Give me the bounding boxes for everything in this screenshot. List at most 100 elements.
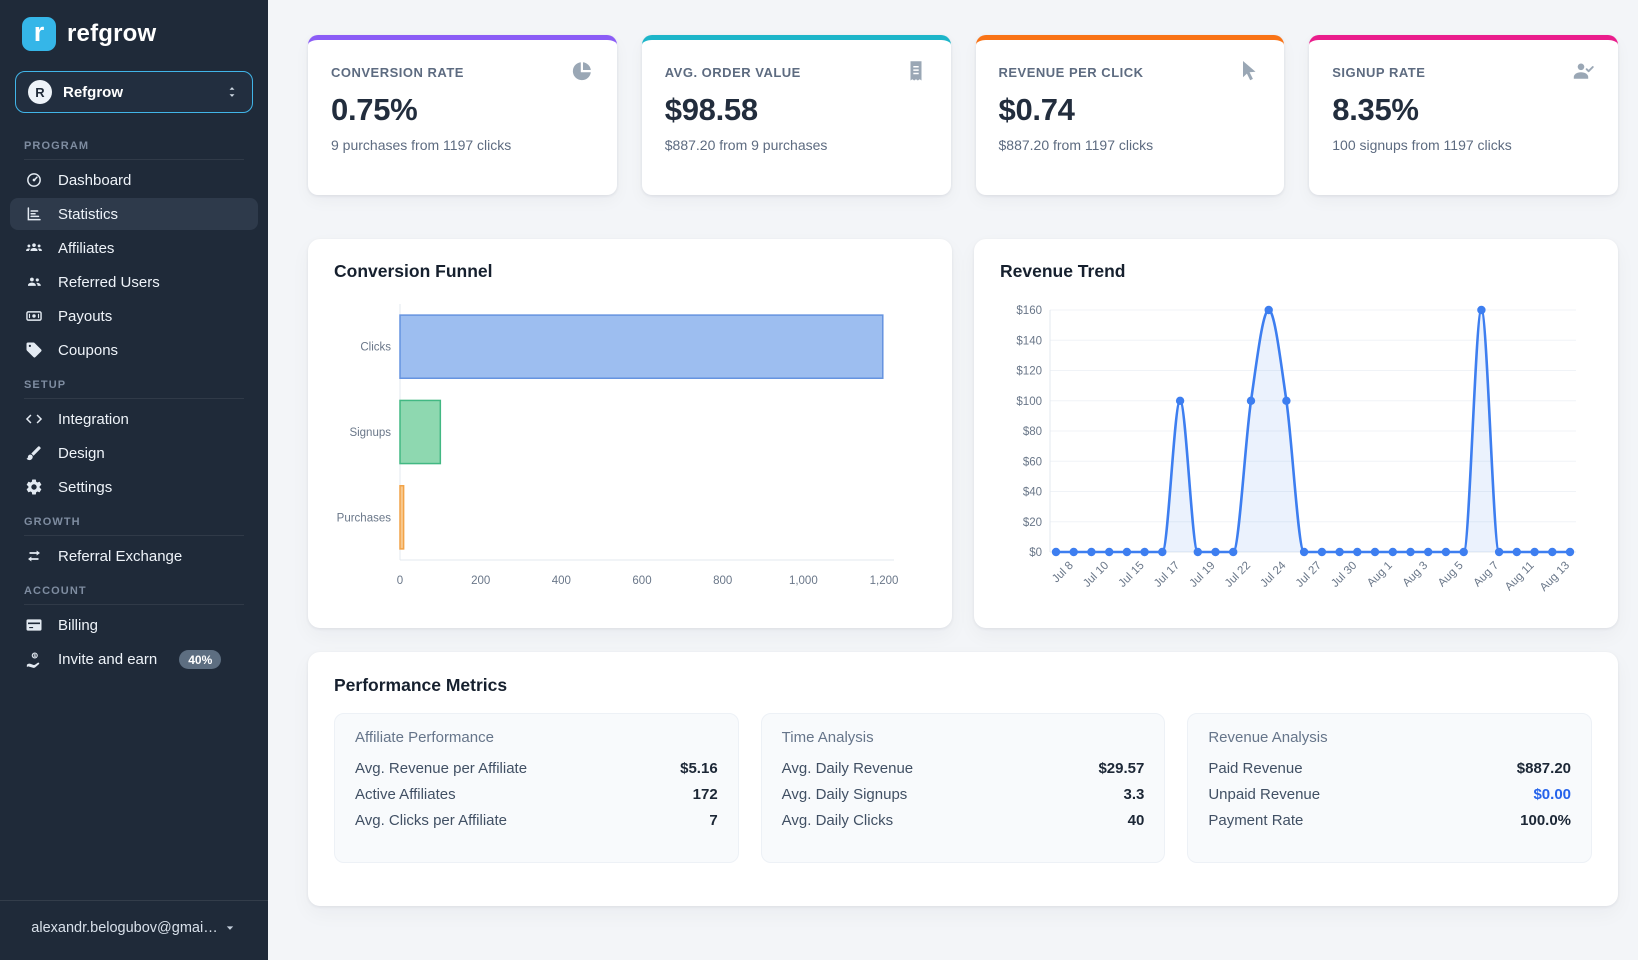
credit-card-icon [25,616,43,634]
account-email: alexandr.belogubov@gmai… [31,920,218,936]
sidebar-item-invite-and-earn[interactable]: $ Invite and earn 40% [10,643,258,676]
metric-label: Avg. Revenue per Affiliate [355,759,528,777]
sidebar-item-referred-users[interactable]: Referred Users [10,266,258,298]
sidebar-item-label: Payouts [58,307,113,325]
section-heading-growth: GROWTH [24,516,244,536]
stat-card-subtitle: 100 signups from 1197 clicks [1332,137,1512,153]
stat-card-value: 8.35% [1332,92,1419,127]
sidebar-item-label: Statistics [58,205,119,223]
metric-value: $0.00 [1533,785,1572,803]
svg-text:Jul 19: Jul 19 [1187,560,1217,590]
code-icon [25,410,43,428]
stat-card-header: SIGNUP RATE [1332,59,1595,83]
sidebar-item-design[interactable]: Design [10,437,258,469]
pie-chart-icon [570,59,594,83]
svg-text:Aug 1: Aug 1 [1365,560,1395,590]
svg-text:Aug 11: Aug 11 [1503,560,1537,594]
metric-value: 172 [692,785,718,803]
stat-card-title: CONVERSION RATE [331,65,464,80]
dashboard-icon [25,171,43,189]
svg-text:$120: $120 [1016,366,1042,378]
stat-card-title: REVENUE PER CLICK [998,65,1144,80]
stat-card-value: $0.74 [998,92,1075,127]
sidebar-nav: PROGRAM Dashboard Statistics Affiliates Refe… [0,127,268,900]
svg-text:$: $ [33,653,36,659]
metric-value: 100.0% [1520,811,1572,829]
revenue-trend-chart[interactable]: $0 $20 $40 $60 $80 $100 $120 $140 $160 Jul 8 Jul 1… [1000,296,1592,623]
metric-group-title: Affiliate Performance [355,729,494,746]
banknote-icon [25,307,43,325]
conversion-funnel-chart[interactable]: 0 200 400 600 800 1,000 1,200 Clicks Signups Purc… [334,296,926,603]
program-selector[interactable]: R Refgrow [15,71,253,113]
metric-value: $29.57 [1098,759,1145,777]
account-menu[interactable]: alexandr.belogubov@gmai… [0,900,268,960]
brush-icon [25,444,43,462]
sidebar-item-dashboard[interactable]: Dashboard [10,164,258,196]
affiliates-icon [25,239,43,257]
sidebar-item-referral-exchange[interactable]: Referral Exchange [10,540,258,572]
sidebar-item-coupons[interactable]: Coupons [10,334,258,366]
sidebar-item-label: Design [58,444,105,462]
stat-card-signup-rate: SIGNUP RATE 8.35% 100 signups from 1197 cl… [1309,35,1618,195]
svg-text:Signups: Signups [349,427,391,439]
metric-row-payment-rate: Payment Rate 100.0% [1208,807,1571,833]
program-avatar: R [28,80,52,104]
svg-text:Jul 8: Jul 8 [1050,560,1076,586]
sidebar-item-label: Coupons [58,341,119,359]
sidebar-item-label: Referral Exchange [58,547,183,565]
metric-value: $5.16 [680,759,718,777]
svg-text:600: 600 [632,575,651,587]
svg-text:Purchases: Purchases [337,512,392,524]
sidebar: r refgrow R Refgrow PROGRAM Dashboard Stat… [0,0,268,960]
revenue-trend-card: Revenue Trend $0 $20 $40 $60 $80 $100 $120 $140… [974,239,1618,628]
svg-text:Jul 22: Jul 22 [1223,560,1253,590]
metric-row-paid-revenue: Paid Revenue $887.20 [1208,755,1571,781]
metric-row-unpaid-revenue: Unpaid Revenue $0.00 [1208,781,1571,807]
person-check-icon [1571,59,1595,83]
metric-value: 7 [709,811,718,829]
svg-text:$0: $0 [1029,547,1042,559]
sidebar-item-label: Settings [58,478,113,496]
svg-text:Jul 17: Jul 17 [1152,560,1182,590]
svg-text:400: 400 [552,575,571,587]
svg-text:$140: $140 [1016,335,1042,347]
svg-text:Aug 3: Aug 3 [1401,560,1431,590]
stat-card-subtitle: $887.20 from 9 purchases [664,137,828,153]
metric-label: Avg. Daily Clicks [781,811,894,829]
sidebar-item-settings[interactable]: Settings [10,471,258,503]
sidebar-item-statistics[interactable]: Statistics [10,198,258,230]
stats-row: CONVERSION RATE 0.75% 9 purchases from 119… [308,35,1618,195]
sidebar-item-affiliates[interactable]: Affiliates [10,232,258,264]
stat-card-header: AVG. ORDER VALUE [665,59,928,83]
sidebar-item-label: Integration [58,410,129,428]
refgrow-logo[interactable]: r refgrow [0,0,268,65]
metric-group-time-analysis: Time Analysis Avg. Daily Revenue $29.57 Avg… [760,713,1166,863]
metric-row-avg-revenue-per-affiliate: Avg. Revenue per Affiliate $5.16 [355,755,718,781]
sidebar-item-integration[interactable]: Integration [10,403,258,435]
stat-card-subtitle: 9 purchases from 1197 clicks [331,137,512,153]
svg-text:200: 200 [471,575,490,587]
hand-dollar-icon: $ [25,651,43,669]
svg-text:800: 800 [713,575,732,587]
sidebar-item-label: Billing [58,616,99,634]
svg-text:1,000: 1,000 [789,575,818,587]
revenue-trend-title: Revenue Trend [1000,261,1126,281]
stat-card-title: SIGNUP RATE [1332,65,1426,80]
cursor-icon [1237,59,1261,83]
stat-card-value: 0.75% [331,92,418,127]
sidebar-item-billing[interactable]: Billing [10,609,258,641]
sidebar-item-payouts[interactable]: Payouts [10,300,258,332]
charts-row: Conversion Funnel 0 200 400 600 800 1,000 1,20… [308,239,1618,628]
metric-value: $887.20 [1516,759,1572,777]
users-icon [25,273,43,291]
discount-badge: 40% [179,650,222,669]
svg-text:$160: $160 [1016,305,1042,317]
metric-label: Active Affiliates [355,785,456,803]
performance-metrics-card: Performance Metrics Affiliate Performanc… [308,652,1618,906]
sidebar-item-label: Referred Users [58,273,160,291]
metric-value: 40 [1127,811,1145,829]
program-selector-label: Refgrow [63,83,123,101]
svg-text:Jul 24: Jul 24 [1258,559,1289,590]
conversion-funnel-card: Conversion Funnel 0 200 400 600 800 1,000 1,20… [308,239,952,628]
stat-card-revenue-per-click: REVENUE PER CLICK $0.74 $887.20 from 1197 … [975,35,1285,195]
